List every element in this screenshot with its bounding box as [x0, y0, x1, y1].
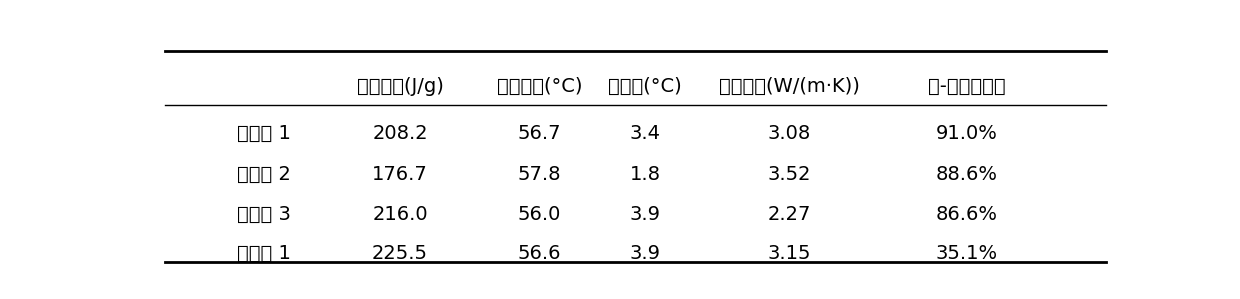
Text: 56.7: 56.7 — [517, 124, 562, 143]
Text: 相变潜热(J/g): 相变潜热(J/g) — [357, 77, 444, 96]
Text: 3.08: 3.08 — [768, 124, 811, 143]
Text: 导热系数(W/(m·K)): 导热系数(W/(m·K)) — [719, 77, 859, 96]
Text: 3.52: 3.52 — [768, 164, 811, 184]
Text: 1.8: 1.8 — [630, 164, 661, 184]
Text: 光-热转化效率: 光-热转化效率 — [929, 77, 1006, 96]
Text: 3.4: 3.4 — [630, 124, 661, 143]
Text: 实施例 3: 实施例 3 — [237, 205, 290, 224]
Text: 3.9: 3.9 — [630, 244, 661, 263]
Text: 57.8: 57.8 — [517, 164, 562, 184]
Text: 35.1%: 35.1% — [936, 244, 998, 263]
Text: 88.6%: 88.6% — [936, 164, 998, 184]
Text: 208.2: 208.2 — [372, 124, 428, 143]
Text: 56.0: 56.0 — [518, 205, 560, 224]
Text: 对比例 1: 对比例 1 — [237, 244, 290, 263]
Text: 225.5: 225.5 — [372, 244, 428, 263]
Text: 91.0%: 91.0% — [936, 124, 998, 143]
Text: 176.7: 176.7 — [372, 164, 428, 184]
Text: 86.6%: 86.6% — [936, 205, 998, 224]
Text: 3.15: 3.15 — [768, 244, 811, 263]
Text: 实施例 1: 实施例 1 — [237, 124, 290, 143]
Text: 相变温度(°C): 相变温度(°C) — [497, 77, 582, 96]
Text: 3.9: 3.9 — [630, 205, 661, 224]
Text: 56.6: 56.6 — [517, 244, 562, 263]
Text: 过冷度(°C): 过冷度(°C) — [609, 77, 682, 96]
Text: 2.27: 2.27 — [768, 205, 811, 224]
Text: 实施例 2: 实施例 2 — [237, 164, 290, 184]
Text: 216.0: 216.0 — [372, 205, 428, 224]
